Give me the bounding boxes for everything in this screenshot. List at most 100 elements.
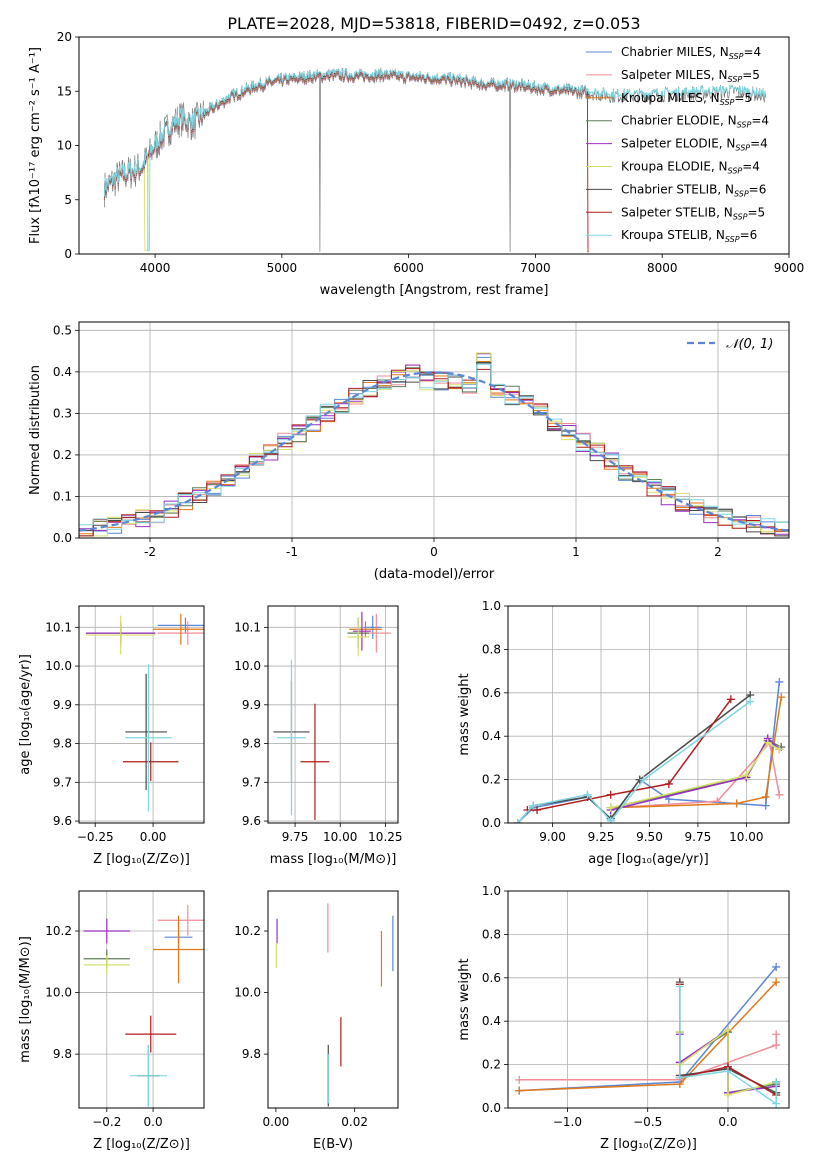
- model-spectrum-line-8: [103, 68, 589, 253]
- errorbar-point-1: [157, 617, 204, 634]
- histogram-step-8: [79, 368, 789, 537]
- y-tick-label: 0.4: [482, 729, 501, 743]
- weight-series-line-6: [610, 741, 780, 809]
- y-tick-label: 0.6: [482, 686, 501, 700]
- legend-text: =5: [742, 68, 760, 82]
- legend-text: Chabrier MILES, N: [621, 45, 729, 59]
- model-spectrum-line-5: [103, 70, 590, 200]
- weight-point-marker: [772, 1030, 781, 1039]
- errorbar-point-3: [349, 621, 382, 637]
- y-tick-label: 10.1: [234, 620, 261, 634]
- plot-area: [273, 611, 391, 820]
- y-tick-label: 1.0: [482, 599, 501, 613]
- legend-entry: Kroupa MILES, NSSP=5: [621, 91, 752, 107]
- x-axis-label: age [log₁₀(age/yr)]: [588, 852, 709, 867]
- weight-point-marker: [772, 1041, 781, 1050]
- x-tick-label: 9.00: [539, 830, 566, 844]
- weight-point-marker: [515, 1075, 524, 1084]
- y-tick-label: 0.8: [482, 927, 501, 941]
- x-axis-label: Z [log₁₀(Z/Z⊙)]: [93, 1137, 190, 1152]
- axes-frame: [267, 890, 399, 1109]
- y-tick-label: 9.9: [53, 698, 72, 712]
- weight-point-marker: [675, 1073, 684, 1082]
- x-axis-label: Z [log₁₀(Z/Z⊙)]: [600, 1137, 697, 1152]
- y-tick-label: 0.4: [482, 1014, 501, 1028]
- plot-area: [515, 962, 781, 1108]
- axes-frame: [78, 36, 790, 255]
- weight-point-marker: [606, 803, 615, 812]
- weight-point-marker: [639, 775, 648, 784]
- y-tick-label: 0.0: [53, 531, 72, 545]
- weight-point-marker: [515, 1086, 524, 1095]
- legend-text: Kroupa ELODIE, N: [621, 160, 728, 174]
- y-tick-label: 9.6: [242, 814, 261, 828]
- axes-mass_vs_Z: −0.2 0.0 9.8 10.0 10.2 Z [log₁₀(Z/Z⊙)] mass [l…: [18, 890, 205, 1152]
- model-spectrum-line-3: [103, 71, 590, 201]
- y-tick-label: 9.7: [53, 775, 72, 789]
- legend-text: =4: [742, 160, 760, 174]
- weight-point-marker: [777, 693, 786, 702]
- axes-frame: [78, 890, 205, 1109]
- x-tick-label: −0.2: [92, 1115, 121, 1129]
- y-tick-label: 0.3: [53, 406, 72, 420]
- grid-lines: [79, 606, 204, 823]
- model-spectrum-line-6: [103, 70, 590, 252]
- y-tick-label: 10: [57, 139, 72, 153]
- grid-lines: [508, 605, 789, 824]
- errorbar-point-9: [129, 1044, 167, 1107]
- x-tick-label: 9.25: [588, 830, 615, 844]
- x-tick-label: 8000: [647, 261, 678, 275]
- grid-lines: [508, 890, 789, 1109]
- errorbar-point-6: [83, 955, 130, 975]
- y-tick-label: 0.0: [482, 1101, 501, 1115]
- errorbar-point-8: [300, 703, 330, 820]
- x-tick-label: 0.02: [341, 1115, 368, 1129]
- weight-point-marker: [772, 962, 781, 971]
- x-tick-label: 9000: [774, 261, 805, 275]
- x-tick-label: 1: [572, 545, 580, 559]
- weight-point-marker: [726, 695, 735, 704]
- legend-text: =4: [751, 114, 769, 128]
- legend-text: Kroupa MILES, N: [621, 91, 720, 105]
- weight-point-marker: [675, 982, 684, 991]
- y-tick-label: 9.8: [53, 737, 72, 751]
- legend-subscript: SSP: [725, 235, 740, 244]
- weight-point-marker: [775, 745, 784, 754]
- legend-entry: Salpeter MILES, NSSP=5: [621, 68, 760, 84]
- errorbar-point-2: [157, 621, 204, 645]
- x-tick-label: 6000: [393, 261, 424, 275]
- weight-point-marker: [772, 1099, 781, 1108]
- y-tick-label: 10.0: [234, 659, 261, 673]
- x-tick-label: 7000: [520, 261, 551, 275]
- y-tick-label: 1.0: [482, 884, 501, 898]
- y-tick-label: 9.7: [242, 775, 261, 789]
- weight-point-marker: [732, 799, 741, 808]
- errorbar-point-2: [157, 904, 204, 936]
- y-tick-label: 0: [64, 247, 72, 261]
- weight-point-marker: [533, 805, 542, 814]
- weight-point-marker: [746, 697, 755, 706]
- y-tick-label: 0.8: [482, 642, 501, 656]
- weight-point-marker: [775, 790, 784, 799]
- errorbar-point-5: [352, 611, 371, 651]
- model-spectrum-line-2: [103, 72, 590, 201]
- weight-point-marker: [761, 801, 770, 810]
- legend-text: Chabrier STELIB, N: [621, 182, 734, 196]
- weight-point-marker: [723, 1025, 732, 1034]
- y-axis-label: age [log₁₀(age/yr)]: [18, 654, 33, 775]
- legend-subscript: SSP: [728, 75, 743, 84]
- errorbar-point-3: [153, 613, 204, 645]
- axes-frame: [78, 605, 205, 824]
- legend-text: Chabrier ELODIE, N: [621, 114, 737, 128]
- y-tick-label: 0.2: [482, 773, 501, 787]
- legend-entry: Salpeter ELODIE, NSSP=4: [621, 137, 768, 153]
- weight-point-marker: [775, 677, 784, 686]
- model-spectrum-line-9: [103, 68, 767, 252]
- y-tick-label: 9.6: [53, 814, 72, 828]
- y-tick-label: 9.8: [53, 1047, 72, 1061]
- legend-text: Salpeter MILES, N: [621, 68, 728, 82]
- y-axis-label: mass [log₁₀(M/M⊙)]: [18, 936, 33, 1063]
- legend-entry: Chabrier STELIB, NSSP=6: [621, 182, 766, 198]
- plot-area: [513, 677, 786, 823]
- errorbar-point-8: [125, 1015, 177, 1053]
